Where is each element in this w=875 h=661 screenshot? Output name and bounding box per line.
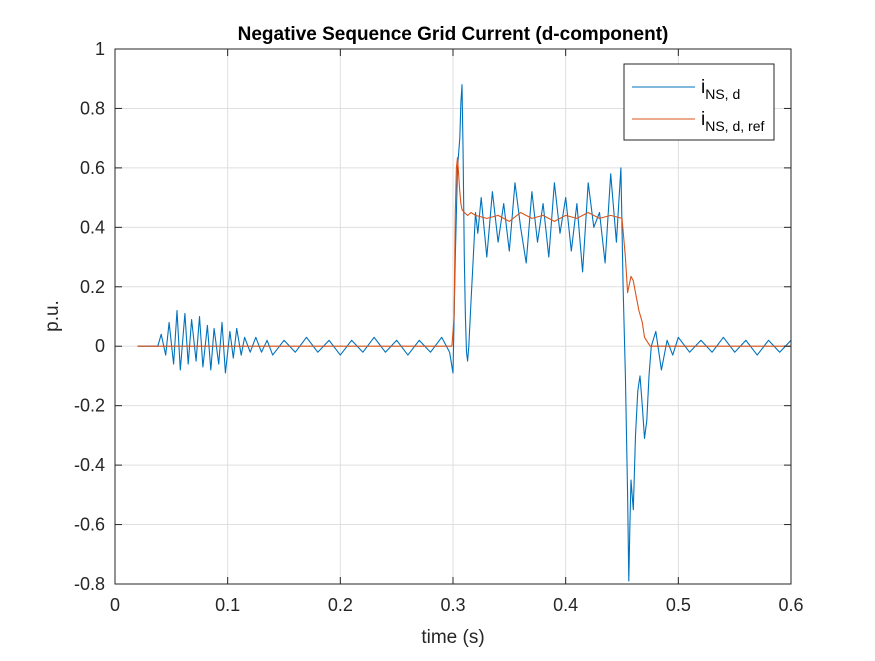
x-tick-label: 0 <box>110 595 120 615</box>
x-tick-label: 0.6 <box>778 595 803 615</box>
legend: iNS, d iNS, d, ref <box>623 63 775 141</box>
legend-box <box>623 63 775 141</box>
y-tick-label: 0.6 <box>80 158 105 178</box>
legend-label-1: iNS, d, ref <box>701 109 764 134</box>
y-tick-label: 0 <box>95 336 105 356</box>
y-tick-label: 0.8 <box>80 98 105 118</box>
y-tick-label: -0.4 <box>74 455 105 475</box>
chart-title: Negative Sequence Grid Current (d-compon… <box>238 24 669 45</box>
x-axis-label: time (s) <box>421 627 484 648</box>
y-axis-label: p.u. <box>42 300 63 332</box>
y-tick-label: 1 <box>95 39 105 59</box>
legend-label-0: iNS, d <box>701 77 740 102</box>
series-line-1 <box>137 156 791 347</box>
y-tick-label: -0.6 <box>74 515 105 535</box>
axis-ticks: 0 0.1 0.2 0.3 0.4 0.5 0.6 -0.8 -0.6 -0.4 -0.2 0 0.2 0… <box>74 39 804 615</box>
y-tick-label: 0.4 <box>80 217 105 237</box>
x-tick-label: 0.5 <box>666 595 691 615</box>
y-tick-label: 0.2 <box>80 277 105 297</box>
y-tick-label: -0.8 <box>74 574 105 594</box>
x-tick-label: 0.2 <box>328 595 353 615</box>
y-tick-label: -0.2 <box>74 396 105 416</box>
series-line-0 <box>137 84 791 582</box>
x-tick-label: 0.3 <box>440 595 465 615</box>
series-layer <box>137 84 791 582</box>
x-tick-label: 0.1 <box>215 595 240 615</box>
x-tick-label: 0.4 <box>553 595 578 615</box>
